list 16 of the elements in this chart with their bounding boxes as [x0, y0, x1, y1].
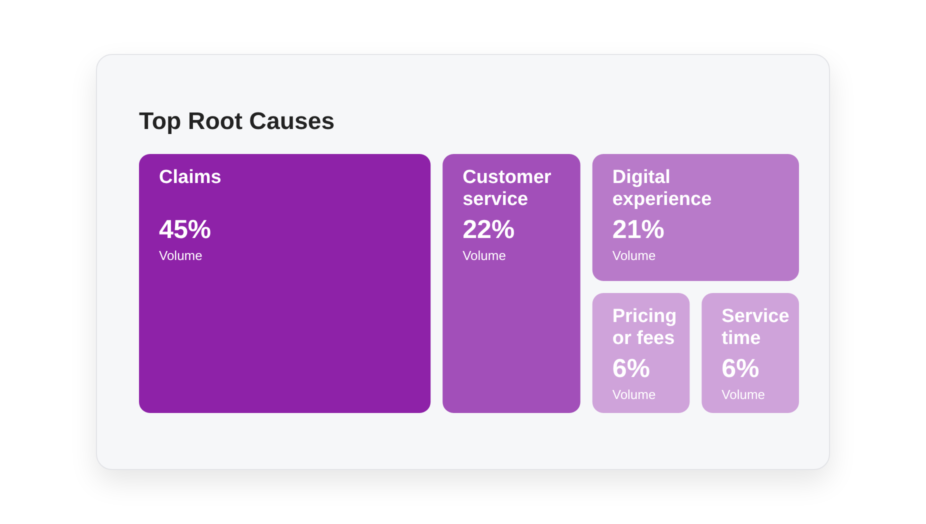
text: Volume [462, 248, 506, 263]
text: Volume [722, 387, 766, 402]
category-label: Pricing or fees [612, 306, 677, 349]
data-label: 6% [612, 353, 650, 383]
text: Volume [159, 248, 202, 263]
text: Volume [612, 387, 656, 402]
data-label: 22% [462, 214, 515, 244]
data-label: 21% [612, 214, 664, 244]
data-label: 6% [722, 353, 760, 383]
category-label: Claims [159, 167, 222, 188]
data-label: 45% [159, 214, 212, 244]
text: Volume [612, 248, 656, 263]
category-label: Customer service [462, 167, 552, 210]
text: Top Root Causes [139, 108, 335, 135]
category-label: Service time [722, 306, 790, 349]
category-label: Digital experience [612, 167, 712, 210]
